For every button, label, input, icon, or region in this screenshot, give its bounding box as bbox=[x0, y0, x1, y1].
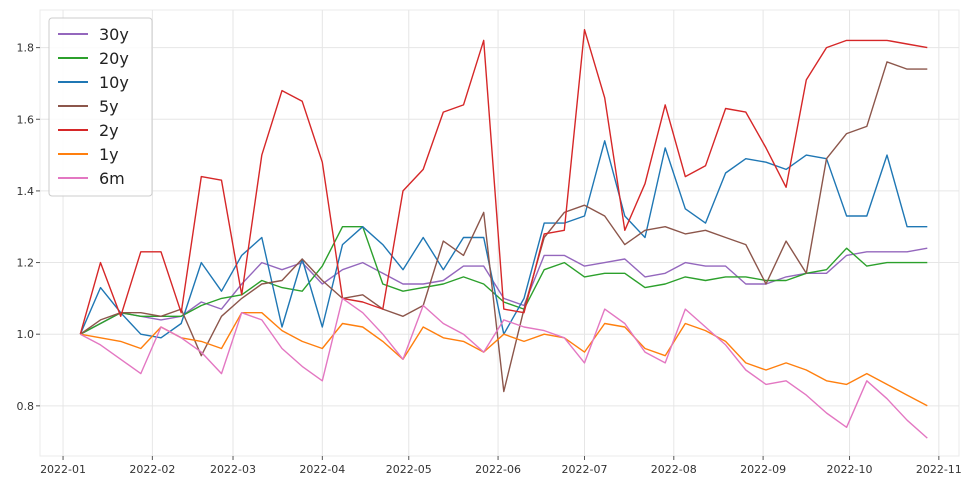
x-tick-label: 2022-02 bbox=[129, 463, 175, 476]
y-tick-label: 0.8 bbox=[17, 400, 35, 413]
legend-box bbox=[48, 17, 153, 197]
x-tick-label: 2022-09 bbox=[740, 463, 786, 476]
series-lines bbox=[79, 29, 928, 439]
legend: 30y 20y 10y 5y 2y 1y 6m bbox=[48, 17, 153, 197]
series-line-30y bbox=[79, 247, 928, 335]
x-tick-label: 2022-08 bbox=[651, 463, 697, 476]
axis-ticks: 2022-01 2022-02 2022-03 2022-04 2022-05 2022-… bbox=[17, 42, 962, 476]
legend-label-10y: 10y bbox=[99, 73, 129, 92]
x-tick-label: 2022-01 bbox=[40, 463, 86, 476]
y-tick-label: 1.2 bbox=[17, 257, 35, 270]
series-line-5y bbox=[79, 61, 928, 393]
y-tick-label: 1.4 bbox=[17, 185, 35, 198]
x-tick-label: 2022-03 bbox=[210, 463, 256, 476]
series-line-1y bbox=[80, 312, 928, 407]
legend-label-6m: 6m bbox=[99, 169, 125, 188]
legend-label-2y: 2y bbox=[99, 121, 119, 140]
series-line-6m bbox=[79, 297, 928, 439]
x-tick-label: 2022-07 bbox=[562, 463, 608, 476]
y-tick-label: 1.8 bbox=[17, 42, 35, 55]
x-tick-label: 2022-06 bbox=[475, 463, 521, 476]
x-tick-label: 2022-10 bbox=[827, 463, 873, 476]
plot-area-background bbox=[39, 9, 960, 457]
legend-label-30y: 30y bbox=[99, 25, 129, 44]
legend-label-1y: 1y bbox=[99, 145, 119, 164]
y-tick-label: 1.0 bbox=[17, 328, 35, 341]
y-tick-label: 1.6 bbox=[17, 113, 35, 126]
x-tick-label: 2022-04 bbox=[299, 463, 345, 476]
x-tick-label: 2022-05 bbox=[386, 463, 432, 476]
legend-label-5y: 5y bbox=[99, 97, 119, 116]
series-line-2y bbox=[79, 29, 928, 335]
legend-label-20y: 20y bbox=[99, 49, 129, 68]
x-tick-label: 2022-11 bbox=[916, 463, 962, 476]
